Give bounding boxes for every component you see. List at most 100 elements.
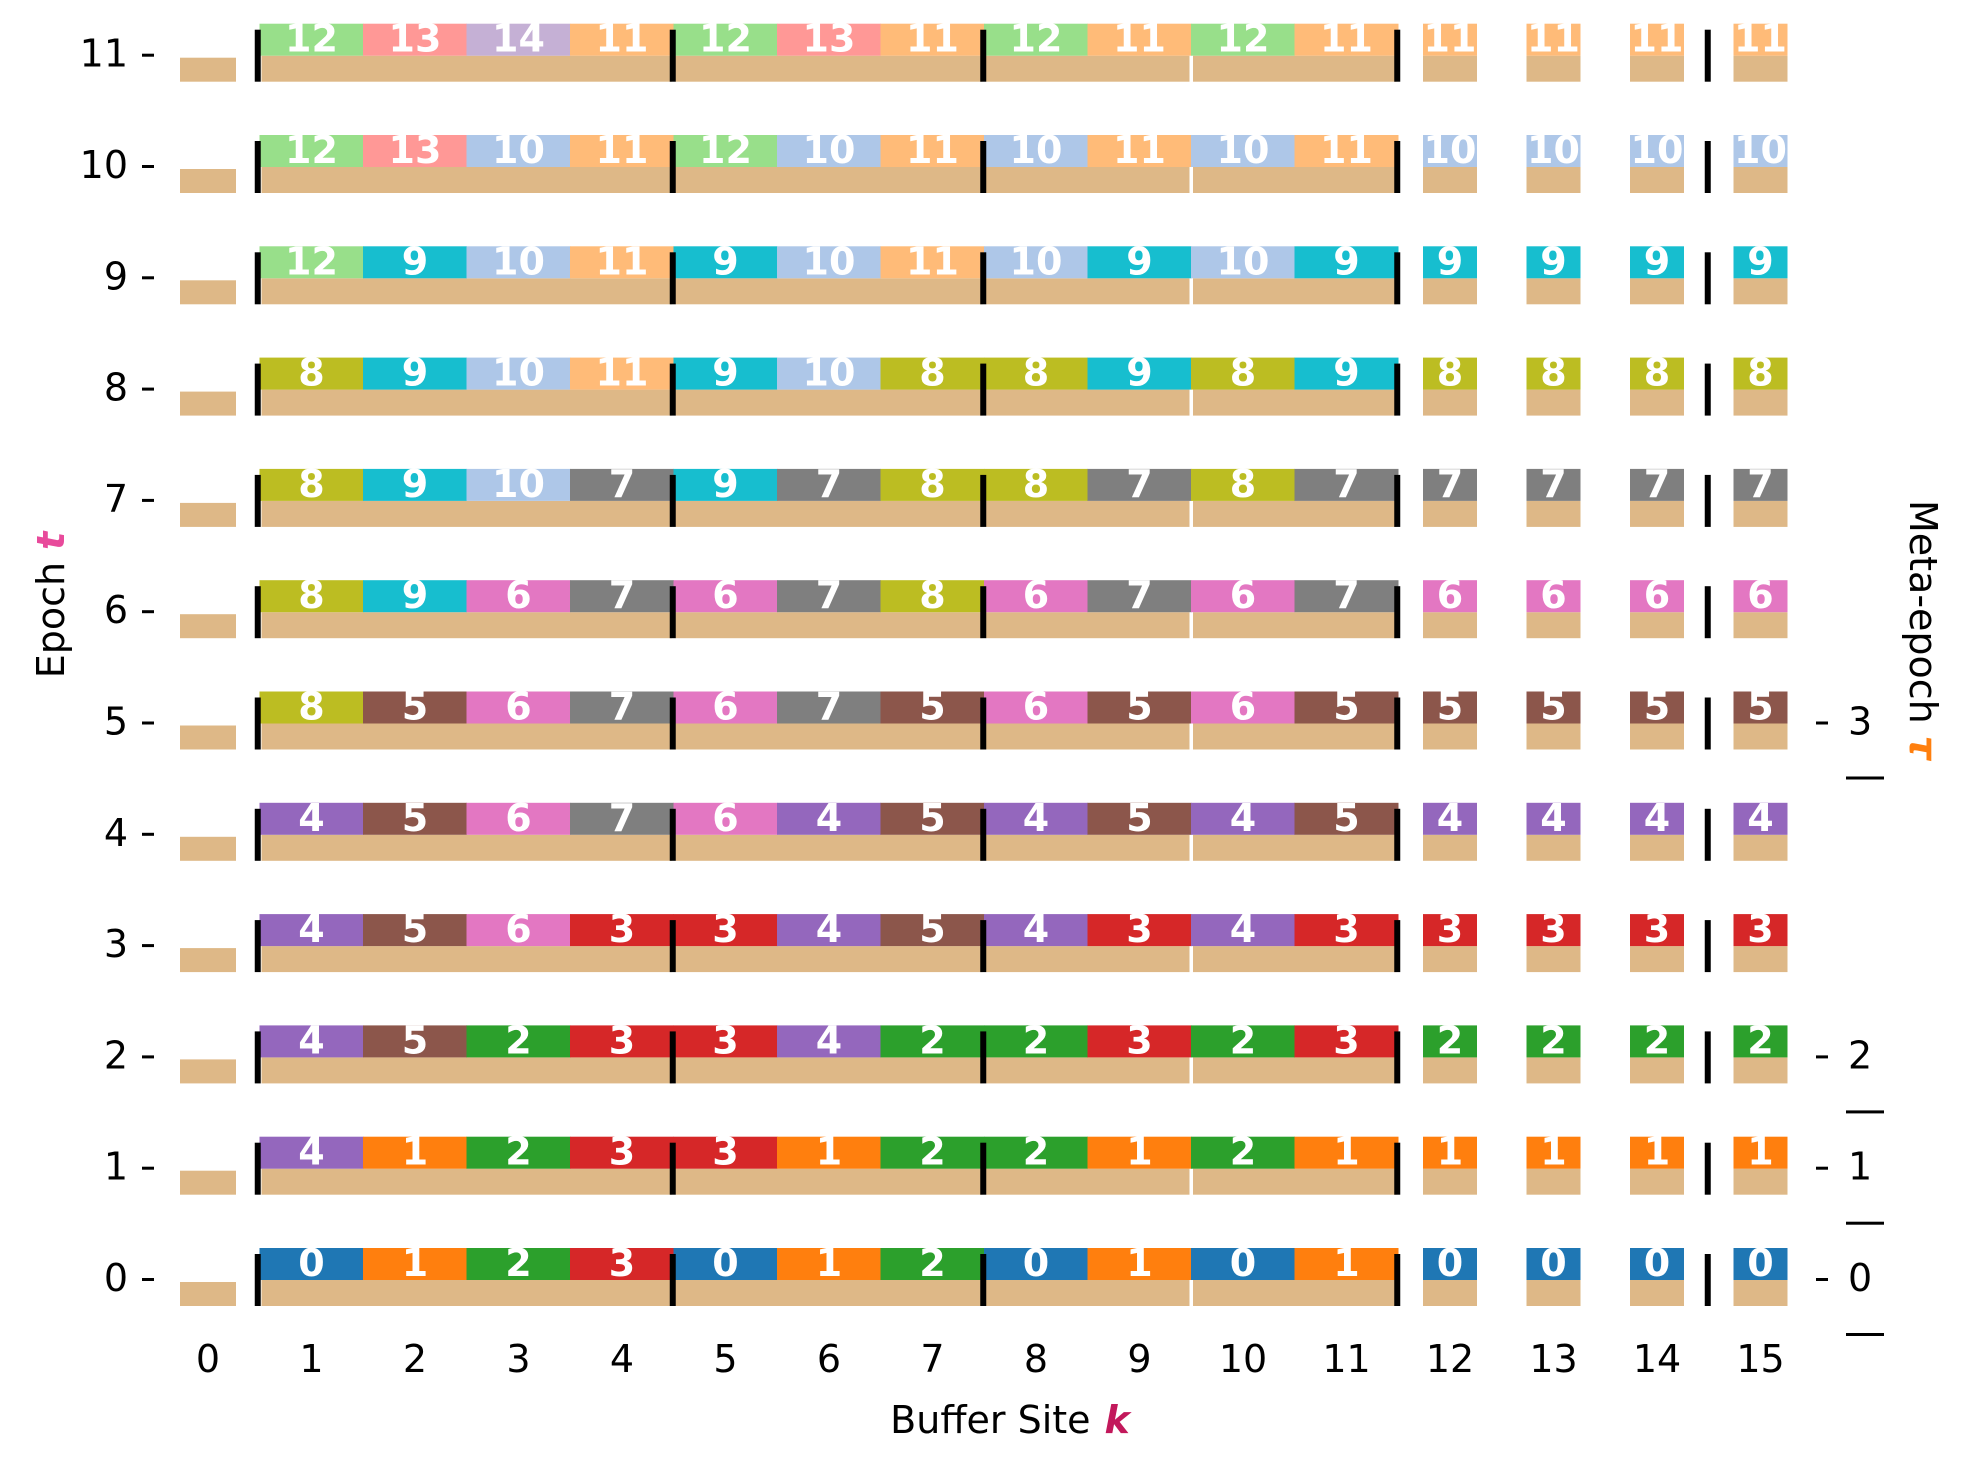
cell-label: 6 <box>712 573 738 617</box>
base-bar <box>1193 612 1397 639</box>
cell <box>1733 580 1788 613</box>
cell <box>1733 468 1788 501</box>
separator <box>1704 586 1711 639</box>
cell <box>1191 468 1295 501</box>
cell <box>363 802 467 835</box>
cell <box>1733 914 1788 947</box>
cell-label: 3 <box>609 907 635 951</box>
cell-label: 0 <box>1230 1241 1256 1285</box>
cell-label: 5 <box>919 685 945 729</box>
meta-tick-mark <box>1816 1055 1828 1059</box>
cell-label: 6 <box>1540 573 1566 617</box>
cell-label: 12 <box>285 239 338 283</box>
separator <box>1394 586 1401 639</box>
cell-label: 3 <box>1333 907 1359 951</box>
separator <box>1394 1031 1401 1084</box>
cell <box>1630 246 1684 279</box>
cell <box>880 468 985 501</box>
cell <box>880 914 985 947</box>
cell-label: 3 <box>712 1130 738 1174</box>
meta-epoch-axis-label: Meta-epochτ <box>1901 500 1945 762</box>
cell-label: 2 <box>1230 1018 1256 1062</box>
cell-label: 9 <box>402 573 428 617</box>
cell-label: 11 <box>906 17 959 61</box>
cell-label: 8 <box>1230 351 1256 395</box>
cell <box>1423 135 1477 167</box>
cell <box>1294 914 1399 947</box>
base-bar <box>1630 55 1684 82</box>
base-bar <box>675 278 983 305</box>
cell <box>1294 1136 1399 1169</box>
cell-label: 5 <box>402 796 428 840</box>
cell <box>984 468 1088 501</box>
meta-epoch-axis: 0 1 2 3 <box>1816 700 1884 1336</box>
base-bar <box>1630 1280 1684 1306</box>
cell <box>1191 802 1295 835</box>
base-bar <box>1733 1168 1788 1195</box>
cell <box>363 914 467 947</box>
cell <box>1191 1025 1295 1058</box>
cell <box>777 580 881 613</box>
base-bar <box>1423 389 1477 416</box>
base-bar <box>1733 389 1788 416</box>
base-bar <box>675 1057 983 1084</box>
cell <box>570 357 674 390</box>
base-bar <box>1423 55 1477 82</box>
base-bar <box>1423 612 1477 639</box>
cell <box>1630 1248 1684 1280</box>
cell-label: 4 <box>1437 796 1463 840</box>
meta-tick-label: 0 <box>1848 1256 1872 1300</box>
base-bar <box>1423 278 1477 305</box>
cell <box>1087 691 1192 724</box>
base-bar <box>1526 500 1581 527</box>
site-group-separators <box>254 29 1711 1306</box>
x-tick-label: 0 <box>196 1337 220 1381</box>
cell <box>1191 23 1295 56</box>
cell-label: 8 <box>919 573 945 617</box>
base-bar <box>1630 612 1684 639</box>
cell-label: 2 <box>1230 1130 1256 1174</box>
base-bar <box>1423 834 1477 861</box>
cell-label: 5 <box>1126 796 1152 840</box>
base-bar <box>986 55 1190 82</box>
cell <box>880 1025 985 1058</box>
separator <box>669 586 676 639</box>
base-bar <box>675 723 983 750</box>
cell-label: 7 <box>1126 462 1152 506</box>
cell-label: 9 <box>402 351 428 395</box>
base-bar <box>675 1168 983 1195</box>
cell <box>570 1136 674 1169</box>
base-bar <box>1733 1057 1788 1084</box>
cell <box>673 802 778 835</box>
cell-label: 3 <box>609 1130 635 1174</box>
cell-label: 11 <box>1113 17 1166 61</box>
x-tick-label: 2 <box>403 1337 427 1381</box>
x-tick-label: 8 <box>1024 1337 1048 1381</box>
cell-label: 10 <box>1527 128 1580 172</box>
base-bar <box>1193 946 1397 973</box>
cell <box>1294 357 1399 390</box>
cell-label: 10 <box>1217 239 1270 283</box>
cell <box>1294 246 1399 279</box>
base-bar <box>180 1282 236 1306</box>
cell-label: 5 <box>1644 685 1670 729</box>
cell <box>1191 246 1295 279</box>
cell <box>984 357 1088 390</box>
y-tick-label: 6 <box>104 588 128 632</box>
separator <box>980 697 987 750</box>
base-bar <box>675 612 983 639</box>
base-bar <box>1423 1168 1477 1195</box>
cell <box>880 580 985 613</box>
cell <box>1294 802 1399 835</box>
base-bar <box>1733 167 1788 193</box>
base-bar <box>261 55 672 82</box>
cell <box>777 1136 881 1169</box>
base-bar <box>1733 278 1788 305</box>
cell-label: 5 <box>919 796 945 840</box>
x-tick-label: 7 <box>920 1337 944 1381</box>
separator <box>1704 363 1711 416</box>
cell-label: 14 <box>492 17 545 61</box>
base-bar <box>1193 389 1397 416</box>
cell <box>466 246 571 279</box>
